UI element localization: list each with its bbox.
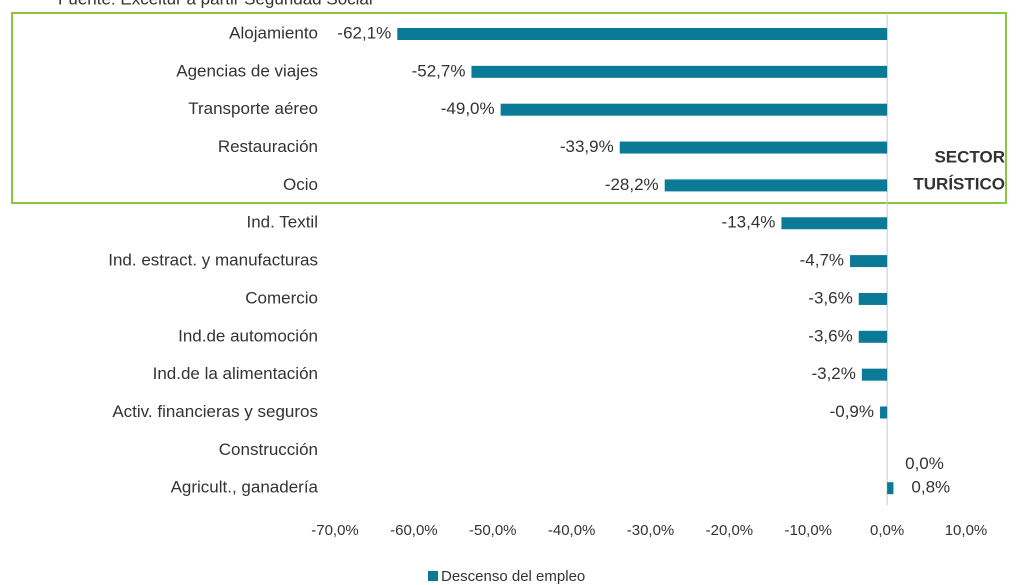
bar (858, 330, 888, 343)
category-label: Ind.de automoción (178, 326, 318, 345)
value-label: -0,9% (830, 402, 874, 421)
annotation: TURÍSTICO (913, 174, 1005, 193)
value-label: -62,1% (337, 23, 391, 42)
category-label: Ind. estract. y manufacturas (108, 251, 318, 270)
value-label: -28,2% (605, 175, 659, 194)
bar (880, 406, 888, 419)
category-label: Transporte aéreo (188, 99, 318, 118)
value-label: 0,0% (905, 454, 944, 473)
value-label: 0,8% (911, 478, 950, 497)
value-label: -13,4% (722, 213, 776, 232)
bar (850, 255, 888, 268)
value-label: -4,7% (800, 251, 844, 270)
bar (500, 103, 888, 116)
bar (781, 217, 888, 230)
bar (858, 292, 888, 305)
value-label: -3,6% (808, 326, 852, 345)
x-tick-label: 10,0% (945, 522, 988, 539)
tourism-box (11, 12, 1007, 204)
bar (664, 179, 888, 192)
x-tick-label: -60,0% (390, 522, 438, 539)
x-tick-label: -40,0% (548, 522, 596, 539)
category-label: Ind. Textil (246, 213, 318, 232)
category-label: Agricult., ganadería (171, 478, 319, 497)
legend-swatch (428, 571, 438, 581)
annotation: SECTOR (934, 147, 1005, 166)
value-label: -33,9% (560, 137, 614, 156)
bar (397, 28, 888, 40)
x-tick-label: -50,0% (469, 522, 517, 539)
category-label: Comercio (245, 288, 318, 307)
x-tick-label: -70,0% (311, 522, 359, 539)
category-label: Ocio (283, 175, 318, 194)
value-label: -3,6% (808, 288, 852, 307)
source: Fuente: Exceltur a partir Seguridad Soci… (58, 0, 373, 8)
category-label: Ind.de la alimentación (153, 364, 318, 383)
x-tick-label: -10,0% (784, 522, 832, 539)
bar (471, 65, 888, 78)
category-label: Construcción (219, 440, 318, 459)
legend-label: Descenso del empleo (441, 568, 585, 585)
x-tick-label: -30,0% (627, 522, 675, 539)
bar (861, 368, 888, 381)
category-label: Alojamiento (229, 23, 318, 42)
category-label: Agencias de viajes (176, 61, 318, 80)
value-label: -3,2% (811, 364, 855, 383)
value-label: -52,7% (412, 61, 466, 80)
x-tick-label: -20,0% (706, 522, 754, 539)
bar (887, 482, 894, 495)
category-label: Restauración (218, 137, 318, 156)
value-label: -49,0% (441, 99, 495, 118)
bar (619, 141, 888, 154)
category-label: Activ. financieras y seguros (112, 402, 318, 421)
x-tick-label: 0,0% (870, 522, 904, 539)
